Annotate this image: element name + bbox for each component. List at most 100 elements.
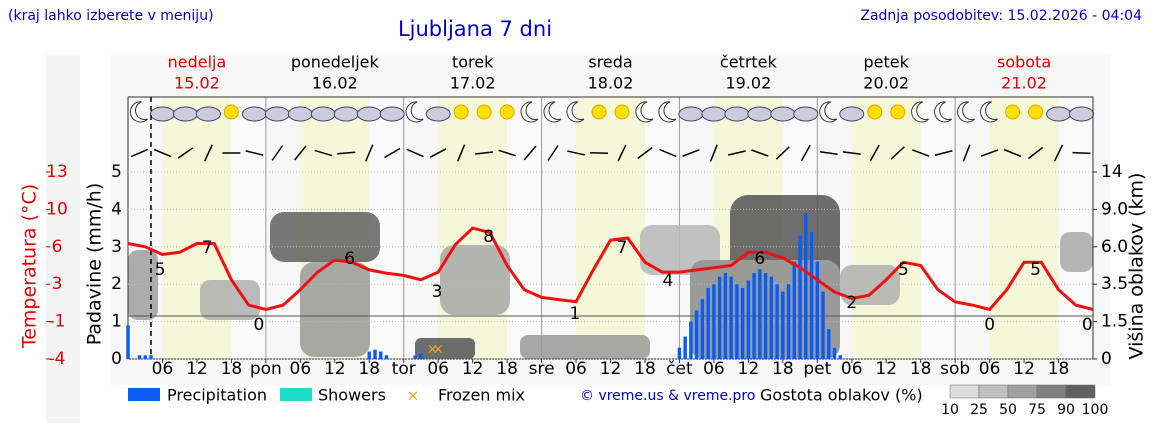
cloud-legend-label: 75 bbox=[1028, 402, 1046, 418]
wind-barb bbox=[547, 145, 559, 161]
cloud-legend-label: 25 bbox=[970, 402, 988, 418]
sun bbox=[1028, 104, 1044, 120]
day-name: sobota bbox=[997, 53, 1051, 72]
temp-label: 8 bbox=[483, 227, 494, 247]
night bbox=[507, 97, 542, 359]
moon bbox=[819, 101, 838, 123]
t-tick-label: -4 bbox=[49, 349, 66, 369]
x-tick-label: 06 bbox=[979, 359, 1001, 379]
precip-bar bbox=[729, 276, 733, 359]
y2-axis-title: Višina oblakov (km) bbox=[1126, 173, 1148, 360]
wind-barb bbox=[498, 149, 516, 157]
x-tick-label: 18 bbox=[634, 359, 656, 379]
x-tick-label: tor bbox=[392, 359, 416, 379]
precip-bar bbox=[832, 347, 837, 359]
x-tick-label: 06 bbox=[703, 359, 725, 379]
cloud-icon bbox=[1046, 106, 1072, 122]
x-tick-label: 12 bbox=[324, 359, 346, 379]
sun bbox=[453, 104, 469, 120]
precip-bar bbox=[775, 284, 779, 359]
x-tick-label: 12 bbox=[1013, 359, 1035, 379]
cloud-icon bbox=[747, 106, 773, 122]
moon bbox=[543, 101, 562, 123]
cloud bbox=[200, 280, 260, 320]
precip-bar bbox=[821, 291, 825, 359]
y-tick-label: 3 bbox=[111, 237, 122, 257]
day-date: 18.02 bbox=[588, 74, 634, 93]
wind-barb bbox=[130, 148, 149, 158]
temp-label: 5 bbox=[155, 260, 166, 280]
sun bbox=[223, 104, 239, 120]
precip-bar bbox=[798, 235, 802, 359]
x-tick-label: sob bbox=[940, 359, 970, 379]
wind-barb bbox=[429, 148, 447, 158]
precip-bar bbox=[838, 355, 842, 359]
precip-bar bbox=[712, 284, 716, 359]
x-tick-label: 18 bbox=[496, 359, 518, 379]
y-tick-label: 5 bbox=[111, 162, 122, 182]
x-tick-label: 06 bbox=[841, 359, 863, 379]
day-date: 19.02 bbox=[725, 74, 771, 93]
cloud-icon bbox=[310, 106, 336, 122]
cloud-icon bbox=[724, 106, 750, 122]
precip-bar bbox=[769, 276, 774, 359]
precip-bar bbox=[384, 355, 389, 359]
cloud-legend-swatch bbox=[978, 384, 1009, 399]
updated: Zadnja posodobitev: 15.02.2026 - 04:04 bbox=[860, 8, 1142, 24]
cloud-legend-label: 50 bbox=[999, 402, 1017, 418]
wind-barb bbox=[775, 146, 790, 160]
day-name: ponedeljek bbox=[291, 53, 380, 72]
x-tick-label: 12 bbox=[462, 359, 484, 379]
precip-bar bbox=[367, 351, 371, 359]
wind-barb bbox=[294, 145, 307, 161]
cloud-icon bbox=[793, 106, 819, 122]
cloud-legend-swatch bbox=[1065, 384, 1096, 399]
temperature-line bbox=[127, 226, 1094, 312]
legend-label: Showers bbox=[318, 386, 386, 405]
cloud-legend-swatch bbox=[1007, 384, 1038, 399]
day-name: sreda bbox=[588, 53, 632, 72]
temp-label: 3 bbox=[432, 282, 443, 302]
y2-tick-label: 6.0 bbox=[1101, 237, 1128, 257]
cloud-icon bbox=[356, 106, 382, 122]
x-tick-label: pon bbox=[250, 359, 282, 379]
t-tick-label: 6 bbox=[52, 237, 63, 257]
wind-barb bbox=[911, 149, 930, 157]
x-tick-label: 12 bbox=[875, 359, 897, 379]
cloud-legend-swatch bbox=[1036, 384, 1067, 399]
cloud-legend-label: 10 bbox=[941, 402, 959, 418]
x-tick-label: 06 bbox=[565, 359, 587, 379]
sun bbox=[867, 104, 883, 120]
temp-label: 5 bbox=[1030, 260, 1041, 280]
t-tick-label: -1 bbox=[49, 312, 66, 332]
credit: © vreme.us & vreme.pro bbox=[580, 388, 755, 404]
wind-barb bbox=[406, 148, 424, 158]
precip-bar bbox=[419, 353, 423, 359]
precip-bar bbox=[815, 261, 820, 359]
sun bbox=[1005, 104, 1021, 120]
precip-bar bbox=[700, 299, 705, 359]
x-tick-label: sre bbox=[529, 359, 555, 379]
wind-barb bbox=[245, 150, 264, 156]
y2-tick-label: 14 bbox=[1101, 162, 1123, 182]
wind-barb bbox=[567, 150, 585, 156]
temp-label: 5 bbox=[898, 260, 909, 280]
wind-barb bbox=[842, 151, 861, 155]
cloud bbox=[1060, 232, 1093, 272]
wind-barb bbox=[727, 150, 746, 156]
y-tick-label: 0 bbox=[111, 349, 122, 369]
precip-bar bbox=[763, 272, 768, 359]
precip-bar bbox=[379, 351, 383, 359]
cloud-legend-title: Gostota oblakov (%) bbox=[760, 386, 923, 405]
cloud-legend-swatch bbox=[949, 384, 980, 399]
wind-barb bbox=[819, 151, 838, 155]
wind-barb bbox=[1072, 151, 1091, 155]
cloud-icon bbox=[287, 106, 313, 122]
precip-bar bbox=[683, 336, 687, 359]
wind-barb bbox=[682, 149, 700, 157]
temp-label: 1 bbox=[569, 304, 580, 324]
wind-barb bbox=[980, 149, 999, 157]
x-tick-label: 06 bbox=[152, 359, 174, 379]
night bbox=[920, 97, 956, 359]
